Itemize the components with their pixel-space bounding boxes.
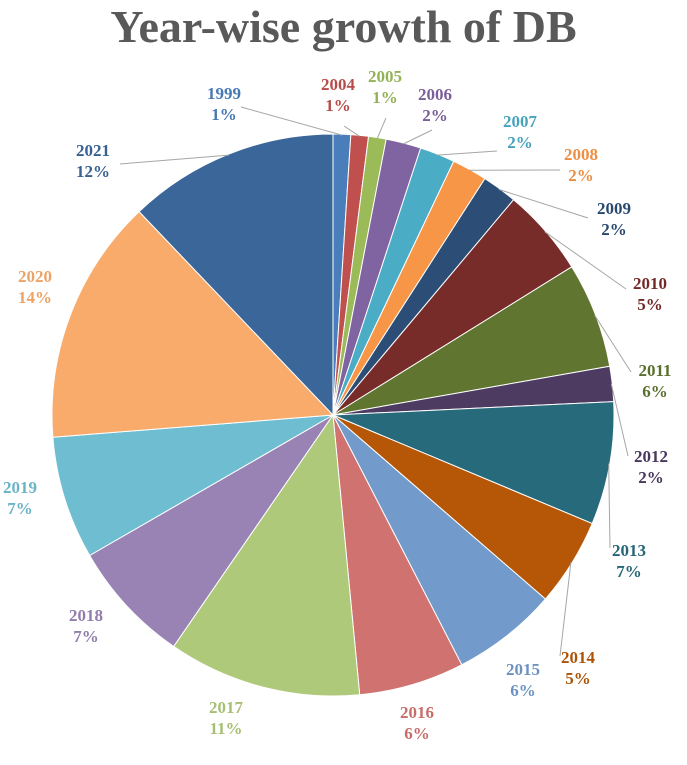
slice-percent-2012: 2% [638,468,664,487]
slice-percent-2019: 7% [7,499,33,518]
slice-percent-2013: 7% [616,562,642,581]
pie-slice-2020 [51,210,335,438]
chart-title: Year-wise growth of DB [110,1,577,52]
leader-line-2021 [119,154,229,165]
slice-percent-2011: 6% [642,382,668,401]
slice-label-2016: 2016 [400,703,434,722]
leader-line-2012 [610,383,629,457]
slice-label-2014: 2014 [561,648,596,667]
slice-label-2010: 2010 [633,274,667,293]
slice-label-2004: 2004 [321,75,356,94]
slice-percent-2004: 1% [325,96,351,115]
slice-percent-2008: 2% [568,166,594,185]
leader-line-2004 [343,125,360,137]
slice-percent-2017: 11% [209,719,242,738]
slice-percent-2018: 7% [73,627,99,646]
slice-label-2009: 2009 [597,199,631,218]
pie-slice-2019 [52,414,334,557]
leader-line-2011 [594,314,632,373]
slice-label-2018: 2018 [69,606,103,625]
slice-percent-1999: 1% [211,105,237,124]
slice-percent-2009: 2% [601,220,627,239]
leader-line-2009 [498,189,589,219]
slice-percent-2021: 12% [76,162,110,181]
slice-label-2007: 2007 [503,112,538,131]
slice-percent-2020: 14% [18,288,52,307]
pie-slice-2018 [88,414,334,648]
slice-label-2021: 2021 [76,141,110,160]
slice-label-2005: 2005 [368,67,402,86]
slice-percent-2016: 6% [404,724,430,743]
slice-percent-2006: 2% [422,106,448,125]
leader-line-2006 [403,129,433,145]
slice-label-2013: 2013 [612,541,646,560]
leader-line-2005 [376,117,387,139]
slice-percent-2007: 2% [507,133,533,152]
slice-label-2008: 2008 [564,145,598,164]
slice-percent-2010: 5% [637,295,663,314]
leader-line-2007 [437,150,498,156]
leader-line-2014 [559,562,572,657]
slice-label-2012: 2012 [634,447,668,466]
leader-line-2010 [544,231,627,290]
pie-slice-2013 [332,401,615,525]
slice-percent-2014: 5% [565,669,591,688]
slice-label-1999: 1999 [207,84,241,103]
slice-percent-2015: 6% [510,681,536,700]
pie-slice-2021 [138,133,334,417]
slice-label-2019: 2019 [3,478,37,497]
pie-slice-2017 [172,413,361,697]
leader-line-1999 [240,106,343,136]
slice-label-2011: 2011 [638,361,671,380]
slice-label-2020: 2020 [18,267,52,286]
leader-line-2013 [608,463,611,549]
slice-percent-2005: 1% [372,88,398,107]
slice-label-2017: 2017 [209,698,244,717]
slice-label-2015: 2015 [506,660,540,679]
slice-label-2006: 2006 [418,85,452,104]
